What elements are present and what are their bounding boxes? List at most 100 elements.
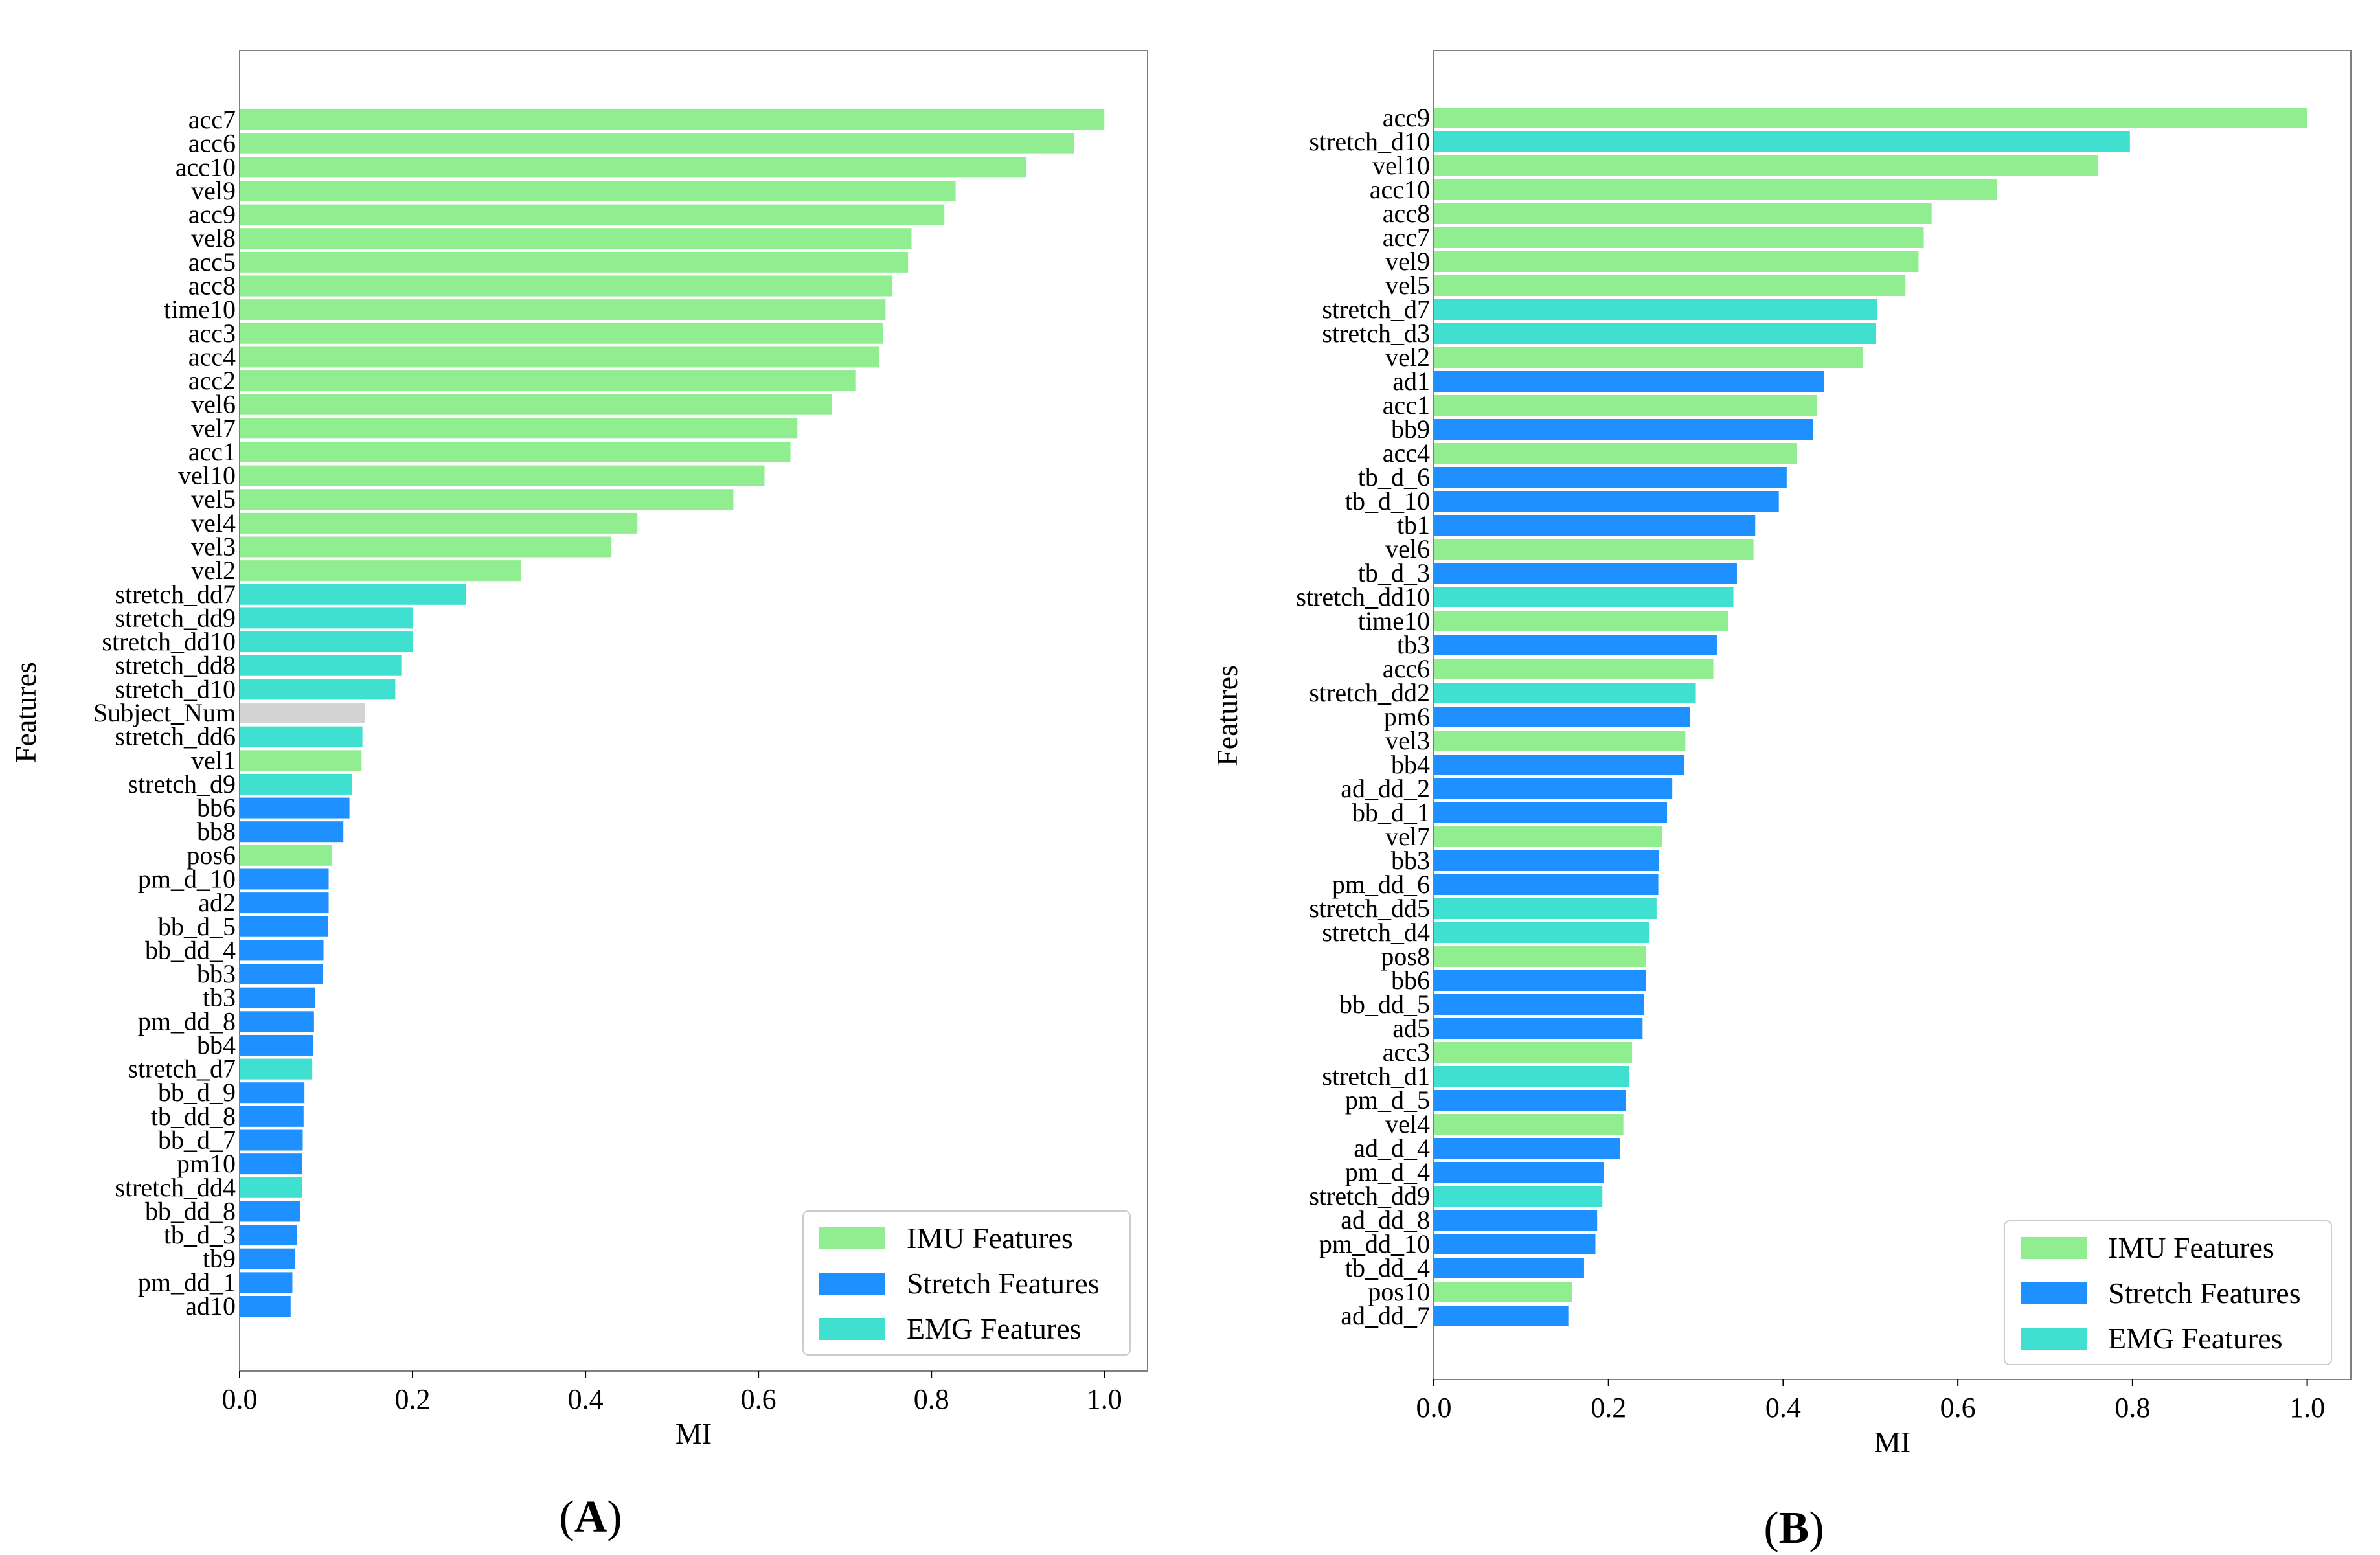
bar-vel7 bbox=[1434, 826, 1662, 847]
feature-label: bb4 bbox=[197, 1030, 236, 1060]
feature-label: vel9 bbox=[191, 176, 236, 205]
bar-ad1 bbox=[1434, 371, 1824, 392]
feature-label: ad_dd_7 bbox=[1341, 1301, 1430, 1330]
feature-label: vel1 bbox=[191, 745, 236, 775]
bar-tb3 bbox=[240, 987, 315, 1008]
feature-label: stretch_dd6 bbox=[115, 722, 236, 751]
bar-stretch_d10 bbox=[240, 679, 396, 700]
feature-label: ad5 bbox=[1392, 1014, 1430, 1043]
bar-acc6 bbox=[240, 133, 1074, 154]
legend-label: Stretch Features bbox=[907, 1267, 1100, 1300]
feature-label: bb3 bbox=[1391, 846, 1430, 875]
feature-label: stretch_dd4 bbox=[115, 1173, 236, 1202]
feature-label: bb6 bbox=[197, 793, 236, 823]
feature-label: ad10 bbox=[185, 1291, 236, 1321]
feature-label: acc9 bbox=[1383, 103, 1430, 132]
feature-label: stretch_dd2 bbox=[1309, 678, 1430, 707]
feature-label: bb_d_9 bbox=[158, 1078, 236, 1107]
feature-label: tb1 bbox=[1397, 510, 1430, 539]
bar-stretch_d9 bbox=[240, 773, 352, 795]
feature-label: stretch_d3 bbox=[1322, 319, 1430, 348]
legend-swatch-emg bbox=[819, 1318, 885, 1340]
feature-label: tb3 bbox=[1397, 630, 1430, 659]
feature-label: stretch_dd10 bbox=[1296, 582, 1430, 611]
feature-label: pm_d_5 bbox=[1345, 1085, 1430, 1115]
feature-label: vel6 bbox=[191, 390, 236, 419]
bar-bb_d_5 bbox=[240, 916, 328, 937]
bar-tb_d_6 bbox=[1434, 467, 1787, 488]
feature-label: pm_d_10 bbox=[138, 864, 236, 893]
bar-bb_d_9 bbox=[240, 1082, 305, 1104]
legend-label: IMU Features bbox=[2108, 1231, 2274, 1264]
feature-label: vel10 bbox=[178, 461, 236, 490]
feature-label: acc4 bbox=[1383, 438, 1430, 468]
feature-label: tb_d_3 bbox=[164, 1220, 236, 1249]
bar-stretch_dd9 bbox=[1434, 1186, 1603, 1207]
bar-acc9 bbox=[240, 204, 945, 225]
x-tick-label: 0.8 bbox=[914, 1383, 949, 1415]
y-axis-title: Features bbox=[1210, 665, 1243, 766]
bar-bb6 bbox=[240, 797, 350, 819]
bar-vel1 bbox=[240, 750, 362, 771]
bar-stretch_d7 bbox=[1434, 299, 1878, 320]
bar-tb_d_3 bbox=[1434, 563, 1737, 584]
feature-label: acc7 bbox=[188, 105, 236, 134]
bar-vel7 bbox=[240, 418, 798, 439]
bar-pm10 bbox=[240, 1153, 302, 1175]
bar-tb_d_10 bbox=[1434, 491, 1779, 512]
x-tick-label: 0.0 bbox=[1416, 1392, 1452, 1424]
feature-label: vel7 bbox=[1385, 822, 1430, 851]
feature-label: stretch_dd7 bbox=[115, 580, 236, 609]
panel-b-bar-chart: acc9stretch_d10vel10acc10acc8acc7vel9vel… bbox=[1210, 50, 2352, 1553]
bar-vel6 bbox=[240, 394, 832, 415]
feature-label: pm_dd_1 bbox=[138, 1267, 236, 1297]
bar-vel5 bbox=[1434, 275, 1906, 296]
feature-label: bb_d_5 bbox=[158, 912, 236, 941]
feature-label: stretch_dd9 bbox=[115, 603, 236, 632]
bar-acc8 bbox=[1434, 203, 1932, 224]
bar-stretch_dd7 bbox=[240, 584, 466, 605]
feature-label: stretch_d1 bbox=[1322, 1061, 1430, 1091]
feature-label: vel3 bbox=[1385, 726, 1430, 755]
feature-label: tb_d_10 bbox=[1345, 486, 1430, 516]
feature-label: acc1 bbox=[188, 437, 236, 466]
bar-ad10 bbox=[240, 1296, 291, 1317]
bar-stretch_dd5 bbox=[1434, 898, 1657, 919]
feature-label: acc8 bbox=[188, 271, 236, 300]
feature-label: ad_dd_2 bbox=[1341, 774, 1430, 803]
bar-tb1 bbox=[1434, 515, 1756, 536]
feature-label: stretch_d9 bbox=[128, 769, 236, 799]
legend-label: IMU Features bbox=[907, 1221, 1073, 1254]
feature-label: acc3 bbox=[188, 319, 236, 348]
feature-label: stretch_dd5 bbox=[1309, 894, 1430, 923]
feature-label: ad_d_4 bbox=[1354, 1133, 1430, 1163]
feature-label: ad1 bbox=[1392, 367, 1430, 396]
feature-label: tb_dd_4 bbox=[1345, 1253, 1430, 1282]
x-tick-label: 0.6 bbox=[1940, 1392, 1976, 1424]
x-tick-label: 0.8 bbox=[2114, 1392, 2150, 1424]
bar-vel4 bbox=[1434, 1114, 1624, 1135]
bar-acc10 bbox=[240, 157, 1027, 178]
feature-label: acc3 bbox=[1383, 1038, 1430, 1067]
x-tick-label: 1.0 bbox=[1087, 1383, 1122, 1415]
legend-swatch-imu bbox=[2021, 1237, 2087, 1259]
x-tick-label: 0.6 bbox=[741, 1383, 776, 1415]
feature-label: pm_d_4 bbox=[1345, 1157, 1430, 1186]
feature-label: vel5 bbox=[1385, 271, 1430, 300]
feature-label: vel5 bbox=[191, 484, 236, 514]
bar-bb3 bbox=[240, 964, 323, 985]
bar-pm_d_10 bbox=[240, 868, 329, 890]
bar-acc1 bbox=[1434, 395, 1818, 416]
bar-tb9 bbox=[240, 1248, 295, 1269]
feature-label: ad2 bbox=[198, 888, 236, 917]
bar-acc1 bbox=[240, 441, 791, 462]
feature-label: vel4 bbox=[191, 508, 236, 538]
x-tick-label: 0.2 bbox=[395, 1383, 431, 1415]
bar-acc9 bbox=[1434, 108, 2307, 128]
feature-label: acc6 bbox=[1383, 654, 1430, 683]
bar-acc3 bbox=[240, 323, 883, 344]
bar-vel2 bbox=[1434, 347, 1863, 368]
bar-stretch_d4 bbox=[1434, 922, 1650, 943]
feature-label: bb_dd_5 bbox=[1339, 990, 1430, 1019]
legend-swatch-emg bbox=[2021, 1328, 2087, 1350]
